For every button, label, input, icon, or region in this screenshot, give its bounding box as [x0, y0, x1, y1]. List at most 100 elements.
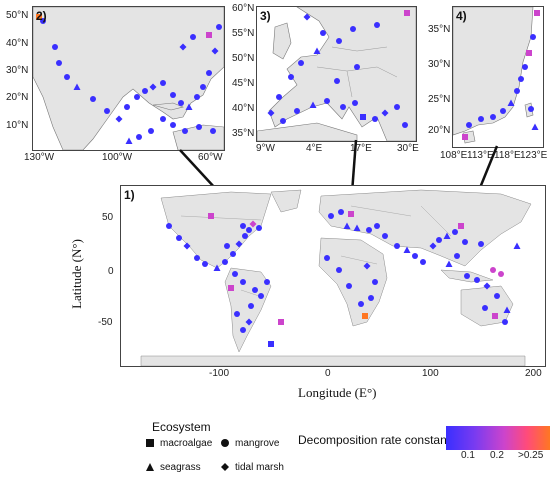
world-site-marker — [454, 253, 460, 259]
north-america-site-marker — [90, 96, 96, 102]
p2-ytick-40: 40°N — [6, 38, 29, 49]
p3-ytick-50: 50°N — [232, 53, 255, 64]
world-site-marker — [208, 213, 214, 219]
legend-label-mangrove: mangrove — [235, 438, 280, 449]
p2-ytick-10: 10°N — [6, 120, 29, 131]
legend-item-mangrove: mangrove — [220, 438, 279, 449]
world-site-marker — [213, 264, 221, 271]
legend-ecosystem-title: Ecosystem — [152, 420, 211, 434]
north-america-site-marker — [170, 92, 176, 98]
legend-item-macroalgae: macroalgae — [145, 438, 212, 449]
world-map-panel: 1) — [120, 185, 546, 367]
legend-label-tidal-marsh: tidal marsh — [235, 462, 284, 473]
europe-site-marker — [294, 108, 300, 114]
east-asia-site-marker — [478, 116, 484, 122]
europe-site-marker — [276, 94, 282, 100]
europe-site-marker — [350, 26, 356, 32]
world-site-marker — [490, 267, 496, 273]
east-asia-site-marker — [507, 99, 515, 106]
p3-ytick-35: 35°N — [232, 128, 255, 139]
world-site-marker — [372, 279, 378, 285]
east-asia-site-marker — [526, 50, 532, 56]
world-site-marker — [256, 225, 262, 231]
europe-site-marker — [381, 109, 389, 117]
world-site-marker — [222, 259, 228, 265]
world-site-marker — [245, 318, 253, 326]
world-site-marker — [228, 285, 234, 291]
world-site-marker — [445, 260, 453, 267]
east-asia-site-marker — [531, 123, 539, 130]
p4-ytick-30: 30°N — [428, 59, 451, 70]
north-america-site-marker — [206, 32, 212, 38]
p3-xtick-9w: 9°W — [256, 143, 275, 154]
p3-xtick-30e: 30°E — [397, 143, 419, 154]
p2-ytick-50: 50°N — [6, 10, 29, 21]
world-xtick-200: 200 — [525, 368, 542, 379]
europe-site-marker — [340, 104, 346, 110]
north-america-site-marker — [179, 43, 187, 51]
europe-site-marker — [360, 114, 366, 120]
world-site-marker — [482, 305, 488, 311]
world-site-marker — [240, 327, 246, 333]
north-america-site-marker — [52, 44, 58, 50]
legend-label-seagrass: seagrass — [160, 462, 201, 473]
world-ytick-minus50: -50 — [98, 317, 113, 328]
p4-xtick-118e: 118°E — [494, 150, 521, 161]
world-site-marker — [343, 222, 351, 229]
east-asia-map — [453, 7, 543, 147]
p4-xtick-113e: 113°E — [467, 150, 494, 161]
north-america-land — [33, 7, 224, 150]
europe-site-marker — [324, 98, 330, 104]
world-site-marker — [278, 319, 284, 325]
legend-item-seagrass: seagrass — [145, 462, 201, 473]
north-america-site-marker — [196, 124, 202, 130]
world-site-marker — [452, 229, 458, 235]
world-site-marker — [338, 209, 344, 215]
north-america-site-marker — [125, 137, 133, 144]
north-america-site-marker — [185, 103, 193, 110]
europe-site-marker — [288, 74, 294, 80]
east-asia-site-marker — [466, 122, 472, 128]
circle-icon — [221, 439, 229, 448]
east-asia-site-marker — [462, 134, 468, 140]
world-site-marker — [492, 313, 498, 319]
east-asia-site-marker — [500, 108, 506, 114]
north-america-site-marker — [182, 128, 188, 134]
north-america-site-marker — [216, 24, 222, 30]
europe-site-marker — [298, 60, 304, 66]
world-site-marker — [420, 259, 426, 265]
north-america-site-marker — [124, 104, 130, 110]
world-site-marker — [258, 293, 264, 299]
world-site-marker — [202, 261, 208, 267]
world-map — [121, 186, 545, 366]
world-site-marker — [194, 255, 200, 261]
north-america-site-marker — [160, 116, 166, 122]
world-site-marker — [230, 251, 236, 257]
rate-tick-01: 0.1 — [461, 450, 475, 461]
europe-site-marker — [309, 101, 317, 108]
world-site-marker — [458, 223, 464, 229]
rate-tick-02: 0.2 — [490, 450, 504, 461]
world-site-marker — [176, 235, 182, 241]
world-site-marker — [513, 242, 521, 249]
p3-ytick-60: 60°N — [232, 3, 255, 14]
world-site-marker — [374, 223, 380, 229]
north-america-site-marker — [206, 70, 212, 76]
world-site-marker — [478, 241, 484, 247]
world-site-marker — [366, 227, 372, 233]
world-site-marker — [240, 279, 246, 285]
europe-site-marker — [372, 116, 378, 122]
world-site-marker — [363, 262, 371, 270]
p4-ytick-20: 20°N — [428, 125, 451, 136]
world-site-marker — [252, 287, 258, 293]
panel-2-label: 2) — [36, 9, 47, 23]
north-america-site-marker — [64, 74, 70, 80]
world-site-marker — [346, 283, 352, 289]
world-site-marker — [249, 220, 257, 228]
world-site-marker — [494, 293, 500, 299]
north-america-map — [33, 7, 224, 150]
north-america-site-marker — [200, 84, 206, 90]
p2-xtick-60w: 60°W — [198, 152, 223, 163]
world-site-marker — [394, 243, 400, 249]
north-america-site-marker — [149, 83, 157, 91]
